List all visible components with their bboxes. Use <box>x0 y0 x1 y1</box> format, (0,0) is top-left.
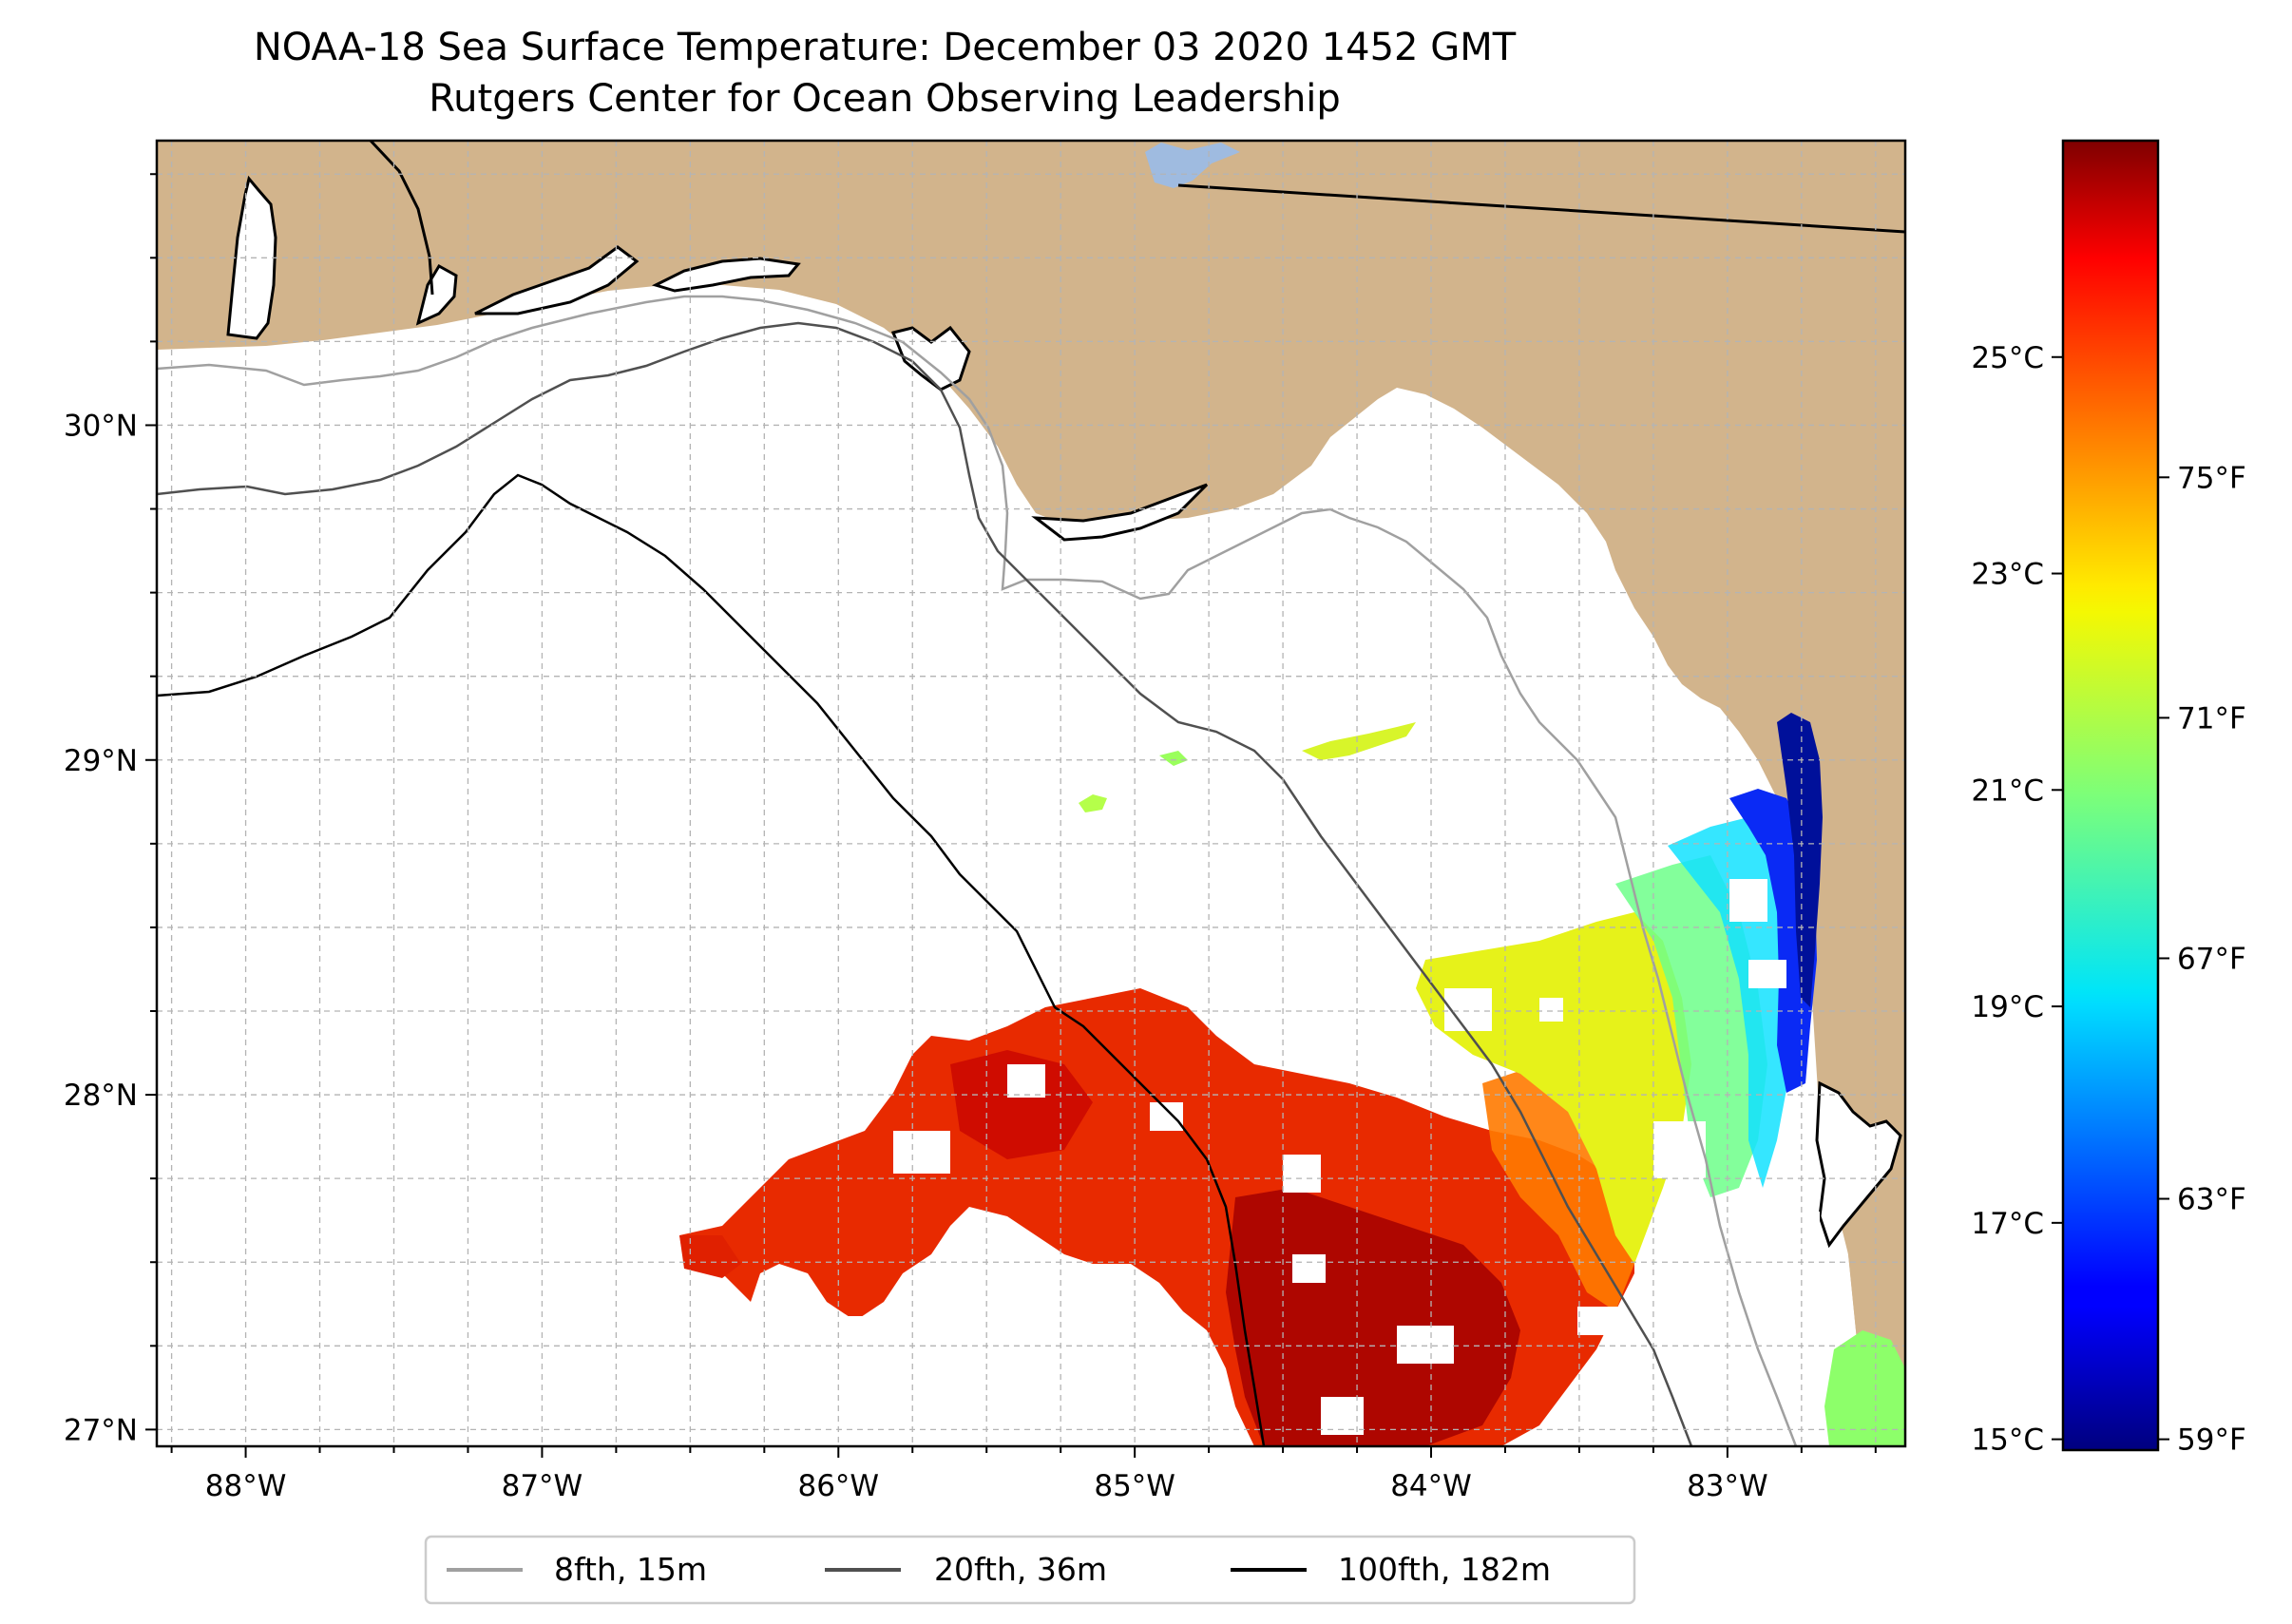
sst-data-field <box>679 713 1905 1446</box>
fahrenheit-tick-label: 75°F <box>2177 461 2246 495</box>
lat-tick-label: 27°N <box>64 1413 138 1447</box>
legend-entry-100fth: 100fth, 182m <box>1231 1551 1551 1588</box>
legend-label-20fth: 20fth, 36m <box>934 1551 1107 1588</box>
figure-subtitle: Rutgers Center for Ocean Observing Leade… <box>429 77 1341 121</box>
st-andrew-bay <box>651 257 801 293</box>
lake <box>1145 143 1240 188</box>
sst-green-south <box>1824 1330 1905 1446</box>
colorbar-gradient <box>2061 139 2160 1452</box>
lon-tick-label: 87°W <box>502 1469 583 1503</box>
celsius-tick-label: 19°C <box>1971 990 2044 1024</box>
sst-very-warm-core <box>1226 1188 1520 1446</box>
legend-entry-20fth: 20fth, 36m <box>825 1551 1107 1588</box>
celsius-tick-label: 21°C <box>1971 774 2044 808</box>
lon-tick-label: 86°W <box>797 1469 879 1503</box>
celsius-tick-label: 17°C <box>1971 1207 2044 1241</box>
apalachee-bay-inlet <box>1031 483 1209 542</box>
sst-patch-small-2 <box>1159 751 1188 766</box>
lat-tick-label: 30°N <box>64 409 138 443</box>
lon-tick-label: 85°W <box>1094 1469 1175 1503</box>
colorbar-ticks: 15°C 17°C 19°C 21°C 23°C 25°C 59°F 63°F 67°F 71°F… <box>1971 341 2245 1458</box>
colorbar: 15°C 17°C 19°C 21°C 23°C 25°C 59°F 63°F 67°F 71°F… <box>1971 139 2246 1458</box>
fahrenheit-tick-label: 67°F <box>2177 942 2246 976</box>
pensacola-bay <box>415 263 458 326</box>
mobile-bay <box>226 175 277 340</box>
lon-tick-label: 83°W <box>1687 1469 1768 1503</box>
cloud-gaps <box>836 879 1820 1435</box>
sst-patch-north <box>1302 722 1416 760</box>
land-north <box>157 141 1905 1446</box>
map-area <box>157 141 1905 1446</box>
isobath-20fth <box>157 321 1693 1446</box>
isobath-8fth <box>157 295 1798 1446</box>
graticule <box>157 141 1905 1446</box>
map-axis-ticks: 88°W 87°W 86°W 85°W 84°W 83°W 27°N 28°N 29°N 30°N <box>64 173 1877 1503</box>
lon-tick-label: 84°W <box>1390 1469 1472 1503</box>
sst-warm-patch-west <box>950 1050 1093 1159</box>
lat-tick-label: 28°N <box>64 1079 138 1113</box>
legend-box <box>424 1535 1636 1605</box>
celsius-tick-label: 23°C <box>1971 558 2044 592</box>
legend-label-100fth: 100fth, 182m <box>1338 1551 1551 1588</box>
fahrenheit-tick-label: 59°F <box>2177 1423 2246 1458</box>
state-boundary-west <box>369 141 434 296</box>
state-boundary <box>1177 183 1905 234</box>
legend-label-8fth: 8fth, 15m <box>554 1551 707 1588</box>
lat-tick-label: 29°N <box>64 744 138 778</box>
isobath-legend: 8fth, 15m 20fth, 36m 100fth, 182m <box>424 1535 1636 1605</box>
tampa-bay <box>1815 1080 1902 1249</box>
legend-entry-8fth: 8fth, 15m <box>447 1551 707 1588</box>
lon-tick-label: 88°W <box>205 1469 287 1503</box>
map-frame <box>155 139 1907 1448</box>
celsius-tick-label: 15°C <box>1971 1423 2044 1458</box>
isobath-100fth <box>157 473 1266 1446</box>
celsius-tick-label: 25°C <box>1971 341 2044 375</box>
sst-patch-small-1 <box>1079 794 1107 812</box>
fahrenheit-tick-label: 63°F <box>2177 1183 2246 1217</box>
fahrenheit-tick-label: 71°F <box>2177 701 2246 736</box>
choctawhatchee-bay <box>474 245 640 315</box>
figure-title: NOAA-18 Sea Surface Temperature: Decembe… <box>253 26 1517 69</box>
sst-navy-coastal <box>1777 713 1823 1007</box>
sst-patch-west-strip <box>679 1235 741 1278</box>
